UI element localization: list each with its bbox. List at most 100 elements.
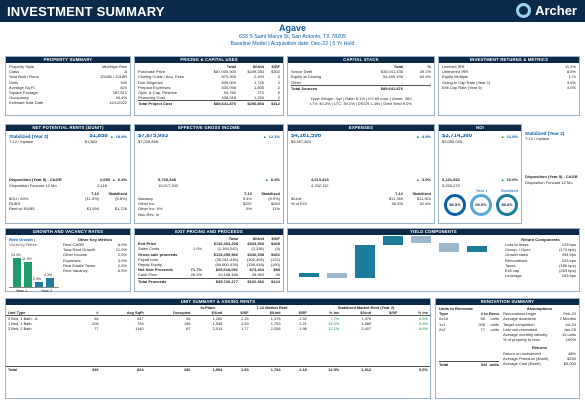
- panel-header: INVESTMENT RETURNS & METRICS: [439, 57, 579, 63]
- panel-header: CAPITAL STACK: [288, 57, 434, 63]
- property-subtitle: Baseline Model | Acquisition date: Dec-2…: [230, 41, 355, 47]
- panel-header: PROPERTY SUMMARY: [6, 57, 130, 63]
- table-row: Purchase Price $87,000,000 $249,284 $302: [138, 69, 280, 75]
- capital-total-row: Total Sources $89,641,876: [291, 84, 431, 90]
- up-arrow-icon: ▲: [109, 134, 114, 139]
- up-arrow-icon: ▲: [111, 177, 116, 183]
- margin-ring: 56.5%: [444, 193, 466, 216]
- table-row: 0x1A 66 units: [439, 316, 499, 322]
- exit-row: Net Sale Proceeds 71.7% $25,618,091 $73,404…: [138, 267, 280, 273]
- renovation-summary-panel: RENOVATION SUMMARY Units to Renovate Typ…: [435, 298, 580, 399]
- table-row: Non-Rev. In: [138, 211, 160, 217]
- metric-row: Expenses 3.0%: [63, 257, 127, 263]
- table-row: Prepaid Expenses 630,098 1,805 2: [138, 84, 280, 90]
- growth-bar: [13, 258, 21, 287]
- table-row: Equity at Closing 54,600,439 60.9%: [291, 74, 431, 80]
- table-row: 2 Bed, 2 Bath 77 1140 67 2,014 1.77 2,258 1.98 1…: [8, 326, 428, 331]
- growth-bar-label: 2.3%: [33, 277, 41, 282]
- metric-row: Year Built / Reno 2016B / 2018R: [9, 74, 127, 80]
- table-row: $/Unit $11,369 $11,924: [291, 195, 431, 201]
- property-address: 633 S Saint Marys St, San Antonio, TX 78…: [238, 34, 347, 40]
- growth-bar-label: 11.9%: [22, 256, 32, 261]
- metric-row: % of property to reno 100%: [503, 337, 576, 343]
- exit-row: Cash Flow 28.3% 10,108,186 28,963 35: [138, 272, 280, 278]
- yield-bar: [355, 244, 375, 279]
- unit-summary-panel: UNIT SUMMARY & ASKING RENTS In-Place T-1…: [5, 298, 431, 399]
- metric-row: Renovations 243 bps: [505, 257, 576, 263]
- growth-bar-label: 4.3%: [44, 272, 52, 277]
- metric-row: Exit cap (263 bps): [505, 267, 576, 273]
- metric-row: Property Style Mid/High Rise: [9, 64, 127, 69]
- noi-panel: NOI $3,714,360 ▲ 21.8% $3,050,095 5,131,9…: [438, 124, 522, 224]
- metric-row: Leverage 163 bps: [505, 273, 576, 279]
- metric-row: Average Cost ($/unit) $5,000: [503, 360, 576, 366]
- table-row: 1x1 206 units: [439, 321, 499, 327]
- exit-row: Repay Equity (54,600,439) (156,448) (190): [138, 261, 280, 267]
- property-summary-panel: PROPERTY SUMMARY Property Style Mid/High …: [5, 56, 131, 116]
- metric-row: Going-in Cap Rate (Year 1) 3.6%: [442, 79, 576, 85]
- table-row: Other Inc. 6% 6% 11%: [138, 206, 280, 212]
- effective-gross-income-panel: EFFECTIVE GROSS INCOME $7,875,993 ▲ 12.1%…: [134, 124, 284, 224]
- metric-row: Exit Cap Rate (Year 5) 4.0%: [442, 84, 576, 90]
- margin-ring: 65.9%: [470, 193, 492, 216]
- metric-row: Return on investment 48%: [503, 350, 576, 356]
- yield-bar: [439, 242, 459, 252]
- table-row: Oper. & Cap. Reserve 94,760 272 0: [138, 89, 280, 95]
- yield-bar: [467, 246, 487, 252]
- page-title: INVESTMENT SUMMARY: [7, 4, 165, 19]
- brand-name: Archer: [535, 3, 577, 18]
- growth-bar: [24, 261, 32, 287]
- table-row: Other Inc $237 $263: [138, 201, 280, 207]
- pricing-total-row: Total Project Cost $89,641,876 $256,854 …: [138, 100, 280, 106]
- table-row: Rent w/ RUBS $1,594 $1,726: [9, 206, 127, 212]
- metric-row: Average Sq Ft 824: [9, 84, 127, 90]
- metric-row: Levered IRR 11.2%: [442, 64, 576, 69]
- up-arrow-icon: ▲: [500, 134, 505, 139]
- metric-row: Loss to lease 129 bps: [505, 242, 576, 247]
- metric-row: Rent Vacancy -5.5%: [63, 267, 127, 273]
- metric-row: Occup. / Opex (173 bps): [505, 247, 576, 253]
- growth-vacancy-panel: GROWTH AND VACANCY RATES Rent Growth | V…: [5, 228, 131, 293]
- metric-row: Unlevered IRR 8.5%: [442, 69, 576, 75]
- exit-row: Payoff loan (35,041,436) (100,405) (122): [138, 256, 280, 262]
- noi-margin-rings: 56.5% 65.9% 58.6%: [442, 193, 518, 217]
- yield-components-panel: YIELD COMPONENTS Return Components Loss …: [287, 228, 580, 292]
- metric-row: Real Estate Taxes 2.5%: [63, 262, 127, 268]
- exit-row: Exit Price $116,404,208 $333,594 $405: [138, 241, 280, 247]
- table-row: 0 Bed, 1 Bath - A 66 547 45 1,280 2.34 1,378 2.…: [8, 316, 428, 321]
- up-arrow-icon: ▲: [262, 134, 267, 139]
- metric-row: Occupancy 94.4%: [9, 95, 127, 101]
- metric-row: Rent CAGR 6.0%: [63, 242, 127, 247]
- table-row: Senior Debt $35,041,436 39.1%: [291, 69, 431, 75]
- metric-row: Average downtime 2 Months: [503, 316, 576, 322]
- yield-bar: [383, 236, 403, 245]
- top-bar: INVESTMENT SUMMARY Archer: [0, 0, 585, 22]
- tab-vacancy-rates[interactable]: Vacancy Rates: [9, 242, 38, 247]
- yield-bar: [411, 236, 431, 243]
- table-row: Financing Cost 438,018 1,255 2: [138, 95, 280, 101]
- table-row: % of EGI 56.5% 52.8%: [291, 201, 431, 207]
- metric-row: Equity Multiple 1.7x: [442, 74, 576, 80]
- table-total-row: Total 349 824 330 1,594 1.93 1,794 2.18 12.5% 1,9…: [6, 366, 430, 372]
- unit-summary-table: Unit Type # Avg SqFt Occupied $/Unit $/SF $/Un…: [6, 310, 430, 372]
- table-row: 1 Bed, 1 Bath 206 798 198 1,538 1.93 1,753 2.21…: [8, 321, 428, 326]
- up-arrow-icon: ▲: [500, 177, 505, 183]
- table-row: Closing Costs / Acq. Fees 870,000 2,493 3: [138, 74, 280, 80]
- right-kpi-labels: Stabilized (Year 2) T-12 / Inplace Dispo…: [525, 131, 578, 185]
- growth-bar: [46, 277, 54, 287]
- metric-row: Total Rent Growth 21.0%: [63, 247, 127, 253]
- metric-row: Average monthly velocity 15 units: [503, 331, 576, 337]
- up-arrow-icon: ▲: [415, 177, 420, 183]
- property-header: Agave 633 S Saint Marys St, San Antonio,…: [0, 23, 585, 47]
- metric-row: Last unit renovated Jan-25: [503, 326, 576, 332]
- metric-row: Renovations begin Feb-23: [503, 311, 576, 317]
- pricing-head-row: Total $/Unit $/SF: [226, 64, 280, 69]
- yield-waterfall-chart: [291, 236, 501, 289]
- tab-rent-growth[interactable]: Rent Growth: [9, 237, 33, 242]
- table-row: Due Diligence 609,000 1,745 2: [138, 79, 280, 85]
- exit-pricing-panel: EXIT PRICING AND PROCEEDS Total $/Unit $/S…: [134, 228, 284, 292]
- metric-row: Target completion Jul-24: [503, 321, 576, 327]
- growth-bar: [35, 282, 43, 287]
- margin-ring: 58.6%: [496, 193, 518, 216]
- net-potential-rents-panel: NET POTENTIAL RENTS ($/UNIT) Stabilized …: [5, 124, 131, 224]
